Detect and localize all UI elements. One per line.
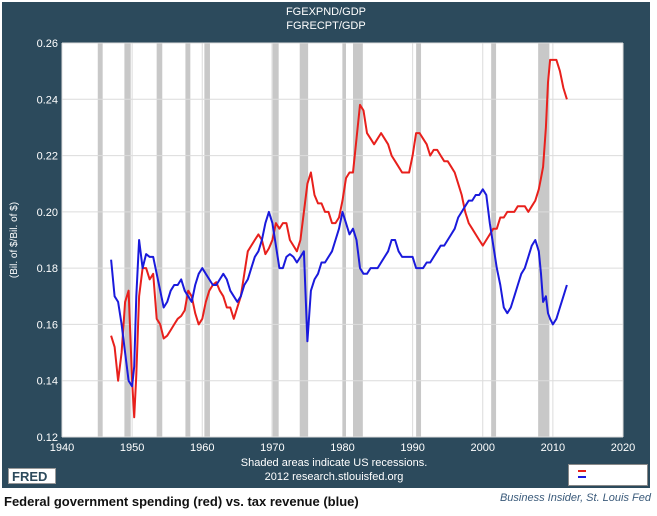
recession-band <box>185 43 191 437</box>
recession-band <box>97 43 103 437</box>
x-tick-label: 2000 <box>471 442 495 454</box>
fred-logo: FRED <box>8 468 56 484</box>
recession-band <box>342 43 347 437</box>
line-chart: FGEXPND/GDP FGRECPT/GDP 1940 1950 1960 1970… <box>9 6 635 483</box>
y-tick-label: 0.12 <box>37 432 58 444</box>
source-line: 2012 research.stlouisfed.org <box>265 471 404 483</box>
x-tick-label: 1980 <box>330 442 354 454</box>
y-axis-label: (Bil. of $/Bil. of $) <box>9 202 20 278</box>
y-tick-label: 0.26 <box>37 38 58 50</box>
recession-band <box>204 43 210 437</box>
spending-series-line <box>110 58 568 419</box>
chart-title: FGEXPND/GDP <box>286 6 366 18</box>
legend-box <box>568 464 648 486</box>
y-tick-label: 0.14 <box>37 376 58 388</box>
x-tick-label: 1940 <box>50 442 74 454</box>
x-tick-label: 1950 <box>120 442 144 454</box>
legend-swatch-blue <box>578 476 586 478</box>
x-tick-label: 2020 <box>611 442 635 454</box>
y-tick-label: 0.24 <box>37 94 58 106</box>
x-tick-label: 1990 <box>400 442 424 454</box>
recession-band <box>299 43 309 437</box>
recession-band <box>491 43 497 437</box>
recession-band <box>156 43 163 437</box>
recession-band <box>353 43 363 437</box>
recession-band <box>538 43 550 437</box>
recession-note: Shaded areas indicate US recessions. <box>241 457 428 469</box>
y-tick-label: 0.22 <box>37 151 58 163</box>
chart-frame: FGEXPND/GDP FGRECPT/GDP 1940 1950 1960 1970… <box>2 2 650 488</box>
y-tick-label: 0.20 <box>37 207 58 219</box>
y-tick-label: 0.18 <box>37 263 58 275</box>
recession-band <box>124 43 131 437</box>
y-tick-label: 0.16 <box>37 319 58 331</box>
recession-band <box>416 43 422 437</box>
legend-swatch-red <box>578 470 586 472</box>
revenue-series-line <box>110 188 568 388</box>
chart-subtitle: FGRECPT/GDP <box>286 20 365 32</box>
x-tick-label: 2010 <box>541 442 565 454</box>
x-tick-label: 1970 <box>260 442 284 454</box>
figure-caption: Federal government spending (red) vs. ta… <box>4 494 359 509</box>
x-tick-label: 1960 <box>190 442 214 454</box>
figure-source: Business Insider, St. Louis Fed <box>499 492 651 504</box>
